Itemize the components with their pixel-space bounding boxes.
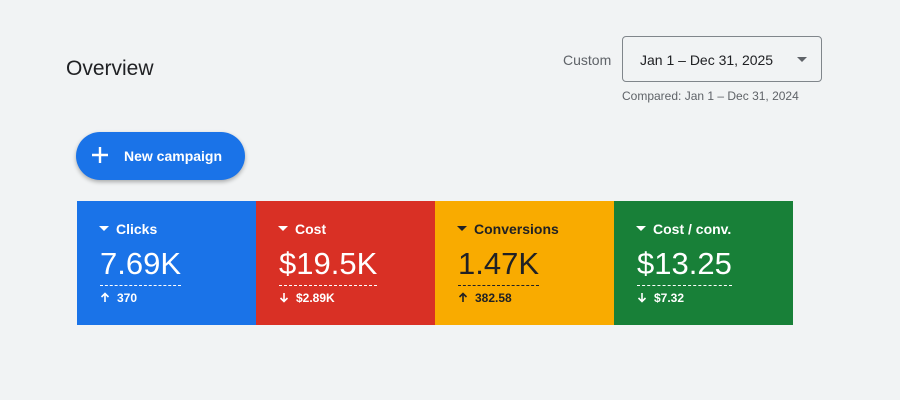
dropdown-caret <box>797 57 807 62</box>
caret-shape <box>99 226 109 231</box>
change-arrow <box>458 292 468 302</box>
arrow-shape <box>458 292 468 302</box>
date-dropdown[interactable]: Jan 1 – Dec 31, 2025 <box>622 36 822 82</box>
metric-label: Cost / conv. <box>653 221 732 237</box>
metric-change: $7.32 <box>654 291 685 305</box>
caret-shape <box>457 226 467 231</box>
page-title: Overview <box>66 57 154 80</box>
change-arrow <box>100 292 110 302</box>
metric-label: Clicks <box>116 221 158 237</box>
metric-caret <box>636 226 646 231</box>
metric-caret <box>457 226 467 231</box>
arrow-shape <box>279 293 289 303</box>
scorecards: Clicks 7.69K 370 Cost $19.5K $2.89K Conversion… <box>77 201 793 325</box>
metric-value: $13.25 <box>637 246 732 286</box>
scorecard[interactable]: Clicks 7.69K 370 <box>77 201 256 325</box>
metric-value: $19.5K <box>279 246 378 286</box>
metric-label: Cost <box>295 221 327 237</box>
metric-caret <box>278 226 288 231</box>
metric-change: $2.89K <box>296 291 335 305</box>
metric-change: 370 <box>117 291 138 305</box>
arrow-shape <box>637 293 647 303</box>
new-campaign-button[interactable]: New campaign <box>76 132 245 180</box>
selected-range: Jan 1 – Dec 31, 2025 <box>640 52 774 68</box>
metric-caret <box>99 226 109 231</box>
button-label: New campaign <box>124 148 223 164</box>
arrow-shape <box>100 292 110 302</box>
change-arrow <box>637 293 647 303</box>
plus-icon <box>92 147 108 163</box>
metric-value: 7.69K <box>100 246 182 286</box>
metric-change: 382.58 <box>475 291 512 305</box>
range-label: Custom <box>563 52 612 68</box>
caret-shape <box>636 226 646 231</box>
change-arrow <box>279 293 289 303</box>
caret-shape <box>278 226 288 231</box>
metric-value: 1.47K <box>458 246 540 286</box>
scorecard[interactable]: Cost $19.5K $2.89K <box>256 201 435 325</box>
metric-label: Conversions <box>474 221 559 237</box>
scorecard[interactable]: Cost / conv. $13.25 $7.32 <box>614 201 793 325</box>
compared-range: Compared: Jan 1 – Dec 31, 2024 <box>622 89 799 103</box>
scorecard[interactable]: Conversions 1.47K 382.58 <box>435 201 614 325</box>
